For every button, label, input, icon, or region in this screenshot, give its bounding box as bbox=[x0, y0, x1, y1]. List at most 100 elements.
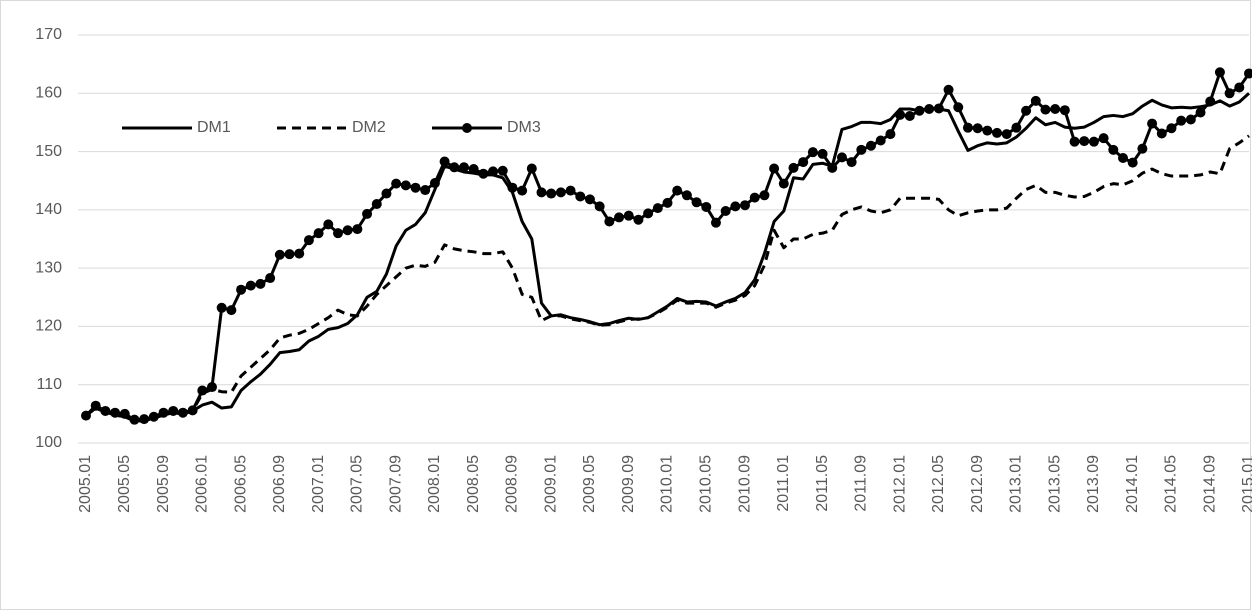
data-point bbox=[633, 214, 644, 225]
data-point bbox=[177, 407, 188, 418]
data-point bbox=[681, 190, 692, 201]
data-point bbox=[594, 201, 605, 212]
x-tick-label: 2014.05 bbox=[1163, 455, 1180, 513]
data-point bbox=[1059, 105, 1070, 116]
data-point bbox=[1176, 115, 1187, 126]
data-point bbox=[904, 111, 915, 122]
data-point bbox=[1195, 107, 1206, 118]
data-point bbox=[1079, 136, 1090, 147]
data-point bbox=[81, 410, 91, 421]
data-point bbox=[1088, 136, 1099, 147]
series-line bbox=[85, 134, 1250, 423]
data-point bbox=[662, 197, 673, 208]
x-tick-label: 2005.09 bbox=[155, 455, 172, 513]
y-tick-label: 130 bbox=[35, 259, 62, 276]
x-tick-label: 2006.09 bbox=[271, 455, 288, 513]
y-tick-label: 150 bbox=[35, 143, 62, 160]
data-point bbox=[730, 201, 741, 212]
data-point bbox=[798, 157, 809, 168]
data-point bbox=[623, 210, 634, 221]
x-tick-label: 2009.09 bbox=[620, 455, 637, 513]
data-point bbox=[575, 191, 586, 202]
data-point bbox=[362, 208, 373, 219]
data-point bbox=[827, 162, 838, 173]
data-point bbox=[110, 407, 121, 418]
data-point bbox=[342, 225, 353, 236]
data-point bbox=[1234, 82, 1245, 93]
data-point bbox=[749, 192, 760, 203]
data-point bbox=[643, 208, 654, 219]
data-point bbox=[332, 228, 343, 239]
data-point bbox=[352, 224, 363, 235]
x-tick-label: 2008.05 bbox=[465, 455, 482, 513]
data-point bbox=[303, 235, 314, 246]
x-tick-label: 2013.05 bbox=[1046, 455, 1063, 513]
data-point bbox=[536, 187, 547, 198]
data-point bbox=[710, 217, 721, 228]
data-point bbox=[982, 125, 993, 136]
y-tick-label: 110 bbox=[36, 376, 62, 393]
x-tick-label: 2013.01 bbox=[1008, 455, 1025, 513]
x-tick-label: 2011.05 bbox=[814, 455, 831, 512]
y-tick-label: 140 bbox=[35, 201, 62, 218]
data-point bbox=[1108, 144, 1119, 155]
data-point bbox=[391, 178, 402, 189]
data-point bbox=[924, 104, 935, 115]
data-point bbox=[555, 187, 566, 198]
data-point bbox=[953, 102, 964, 113]
data-point bbox=[1050, 104, 1061, 115]
x-tick-label: 2007.05 bbox=[349, 455, 366, 513]
y-tick-label: 120 bbox=[35, 318, 62, 335]
data-point bbox=[400, 180, 411, 191]
y-tick-label: 170 bbox=[35, 26, 62, 43]
data-point bbox=[90, 400, 101, 411]
data-point bbox=[740, 200, 751, 211]
data-point bbox=[1214, 67, 1225, 78]
data-point bbox=[206, 382, 217, 393]
x-tick-label: 2012.09 bbox=[969, 455, 986, 513]
data-point bbox=[488, 166, 499, 177]
data-point bbox=[497, 165, 508, 176]
series-line bbox=[85, 92, 1251, 423]
data-point bbox=[759, 190, 770, 201]
x-tick-label: 2010.05 bbox=[697, 455, 714, 513]
data-point bbox=[701, 201, 712, 212]
data-point bbox=[284, 249, 295, 260]
data-point bbox=[1030, 95, 1041, 106]
x-tick-label: 2012.01 bbox=[891, 455, 908, 513]
data-point bbox=[817, 148, 828, 159]
data-point bbox=[914, 105, 925, 116]
data-point bbox=[1185, 114, 1196, 125]
data-point bbox=[584, 194, 595, 205]
x-tick-label: 2008.09 bbox=[504, 455, 521, 513]
data-point bbox=[468, 164, 479, 175]
data-point bbox=[565, 185, 576, 196]
x-tick-label: 2015.01 bbox=[1240, 455, 1252, 513]
y-tick-label: 160 bbox=[35, 85, 62, 102]
data-point bbox=[1001, 129, 1012, 140]
legend-label: DM2 bbox=[352, 119, 386, 136]
data-point bbox=[129, 414, 140, 425]
x-tick-label: 2009.01 bbox=[542, 455, 559, 513]
x-tick-label: 2011.01 bbox=[775, 455, 792, 512]
data-point bbox=[1011, 122, 1022, 133]
data-point bbox=[245, 280, 256, 291]
data-point bbox=[313, 228, 324, 239]
data-point bbox=[148, 411, 159, 422]
data-point bbox=[972, 123, 983, 134]
data-point bbox=[1166, 123, 1177, 134]
data-point bbox=[119, 408, 130, 419]
x-tick-label: 2008.01 bbox=[426, 455, 443, 513]
data-point bbox=[875, 135, 886, 146]
data-point bbox=[274, 249, 285, 260]
data-point bbox=[439, 156, 450, 167]
x-tick-label: 2005.01 bbox=[77, 455, 94, 513]
data-point bbox=[846, 157, 857, 168]
data-point bbox=[410, 182, 421, 193]
data-point bbox=[962, 122, 973, 133]
data-point bbox=[1205, 96, 1216, 107]
data-point bbox=[507, 182, 518, 193]
data-point bbox=[371, 199, 382, 210]
data-point bbox=[720, 206, 731, 217]
